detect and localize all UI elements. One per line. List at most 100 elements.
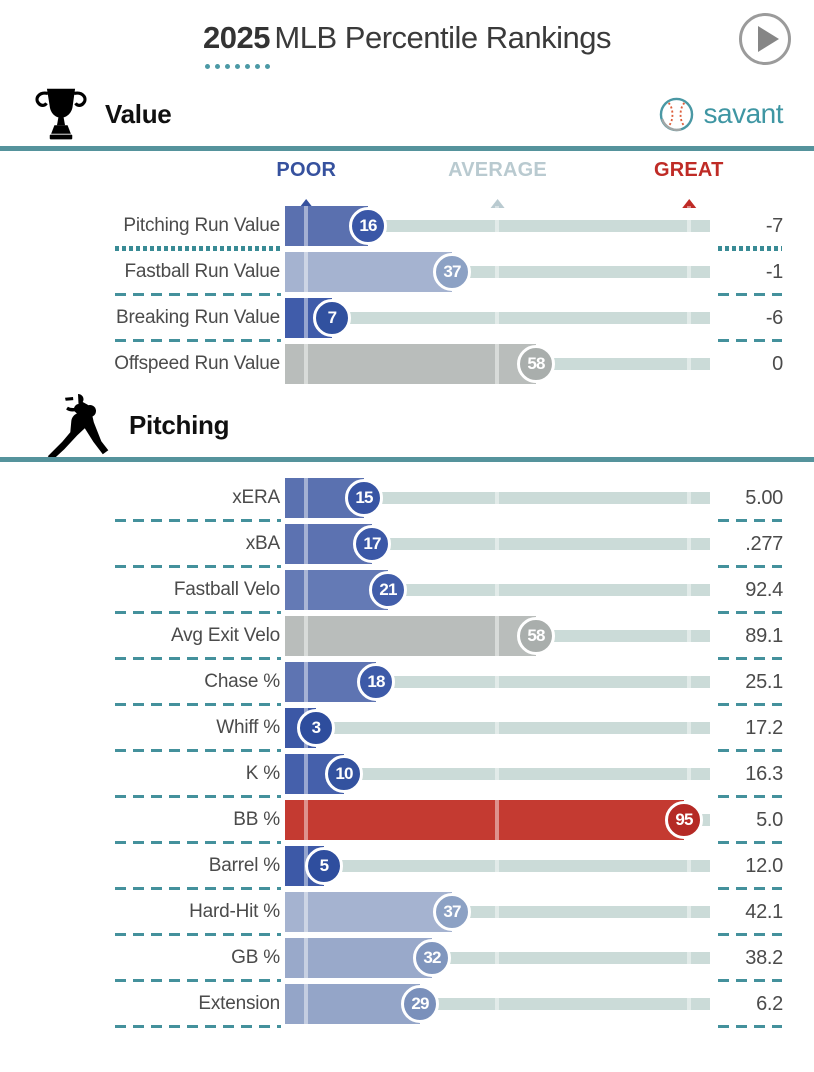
bar-fill xyxy=(285,938,432,978)
great-tick xyxy=(687,662,691,702)
percentile-bubble[interactable]: 32 xyxy=(413,939,451,977)
play-button[interactable] xyxy=(739,13,791,65)
value-section-title: Value xyxy=(105,98,172,129)
metric-row[interactable]: Pitching Run Value 16 -7 xyxy=(31,203,783,251)
percentile-bar[interactable]: 95 xyxy=(285,797,710,843)
bar-track xyxy=(285,492,710,504)
percentile-bubble[interactable]: 29 xyxy=(401,985,439,1023)
percentile-bubble[interactable]: 7 xyxy=(313,299,351,337)
metric-row[interactable]: Fastball Run Value 37 -1 xyxy=(31,249,783,296)
percentile-bar[interactable]: 7 xyxy=(285,295,710,341)
bar-fill xyxy=(285,892,452,932)
section-rule xyxy=(0,146,814,151)
metric-row[interactable]: Avg Exit Velo 58 89.1 xyxy=(31,613,783,660)
percentile-bar[interactable]: 3 xyxy=(285,705,710,751)
poor-tick xyxy=(304,206,308,246)
percentile-bubble[interactable]: 3 xyxy=(297,709,335,747)
average-tick xyxy=(495,570,499,610)
trophy-icon xyxy=(31,84,91,144)
savant-logo[interactable]: savant xyxy=(658,96,783,133)
average-tick xyxy=(495,892,499,932)
percentile-bar[interactable]: 32 xyxy=(285,935,710,981)
section-pitching: Pitching xERA 15 5.00 xBA 17 xyxy=(0,393,814,1028)
metric-label: Fastball Run Value xyxy=(124,261,280,282)
percentile-bubble[interactable]: 10 xyxy=(325,755,363,793)
percentile-bar[interactable]: 10 xyxy=(285,751,710,797)
axis-mark-poor: POOR xyxy=(276,159,336,208)
great-tick xyxy=(687,478,691,518)
metric-row[interactable]: K % 10 16.3 xyxy=(31,751,783,798)
metric-row[interactable]: GB % 32 38.2 xyxy=(31,935,783,982)
great-tick xyxy=(687,252,691,292)
metric-value: 12.0 xyxy=(745,854,783,877)
average-tick xyxy=(495,984,499,1024)
great-tick xyxy=(687,524,691,564)
metric-value: 16.3 xyxy=(745,762,783,785)
metric-row[interactable]: Fastball Velo 21 92.4 xyxy=(31,567,783,614)
percentile-bar[interactable]: 5 xyxy=(285,843,710,889)
average-tick xyxy=(495,206,499,246)
metric-value: 0 xyxy=(772,352,783,375)
average-tick xyxy=(495,344,499,384)
percentile-bubble[interactable]: 58 xyxy=(517,345,555,383)
percentile-bar[interactable]: 29 xyxy=(285,981,710,1027)
metric-label: Offspeed Run Value xyxy=(114,353,280,374)
pitching-rows: xERA 15 5.00 xBA 17 .277 Fastball Ve xyxy=(31,475,783,1028)
percentile-bubble[interactable]: 95 xyxy=(665,801,703,839)
average-tick xyxy=(495,754,499,794)
metric-label: Extension xyxy=(198,993,280,1014)
percentile-bar[interactable]: 15 xyxy=(285,475,710,521)
metric-row[interactable]: Breaking Run Value 7 -6 xyxy=(31,295,783,342)
bar-fill xyxy=(285,800,684,840)
average-tick xyxy=(495,616,499,656)
metric-row[interactable]: Extension 29 6.2 xyxy=(31,981,783,1028)
metric-row[interactable]: Chase % 18 25.1 xyxy=(31,659,783,706)
percentile-bar[interactable]: 17 xyxy=(285,521,710,567)
bar-fill xyxy=(285,252,452,292)
great-tick xyxy=(687,846,691,886)
metric-label: Fastball Velo xyxy=(173,579,280,600)
percentile-bar[interactable]: 21 xyxy=(285,567,710,613)
percentile-bar[interactable]: 18 xyxy=(285,659,710,705)
metric-value: -1 xyxy=(765,260,783,283)
poor-tick xyxy=(304,984,308,1024)
percentile-bubble[interactable]: 18 xyxy=(357,663,395,701)
metric-label: Hard-Hit % xyxy=(189,901,280,922)
percentile-bubble[interactable]: 16 xyxy=(349,207,387,245)
bar-fill xyxy=(285,616,536,656)
metric-row[interactable]: Barrel % 5 12.0 xyxy=(31,843,783,890)
metric-value: 5.0 xyxy=(756,808,783,831)
metric-row[interactable]: BB % 95 5.0 xyxy=(31,797,783,844)
metric-row[interactable]: Whiff % 3 17.2 xyxy=(31,705,783,752)
metric-row[interactable]: Hard-Hit % 37 42.1 xyxy=(31,889,783,936)
poor-tick xyxy=(304,938,308,978)
pitcher-icon xyxy=(31,393,115,457)
percentile-rankings-page: 2025 MLB Percentile Rankings V xyxy=(0,12,814,1028)
metric-row[interactable]: xERA 15 5.00 xyxy=(31,475,783,522)
poor-tick xyxy=(304,662,308,702)
metric-row[interactable]: xBA 17 .277 xyxy=(31,521,783,568)
percentile-bar[interactable]: 37 xyxy=(285,249,710,295)
metric-label: Whiff % xyxy=(216,717,280,738)
percentile-bubble[interactable]: 58 xyxy=(517,617,555,655)
percentile-bar[interactable]: 16 xyxy=(285,203,710,249)
percentile-bar[interactable]: 58 xyxy=(285,341,710,387)
metric-value: .277 xyxy=(745,532,783,555)
bar-track xyxy=(285,860,710,872)
percentile-bar[interactable]: 37 xyxy=(285,889,710,935)
percentile-bubble[interactable]: 5 xyxy=(305,847,343,885)
metric-label: xBA xyxy=(245,533,280,554)
percentile-number: 21 xyxy=(379,580,397,599)
percentile-bubble[interactable]: 17 xyxy=(353,525,391,563)
percentile-number: 5 xyxy=(319,856,329,875)
percentile-bar[interactable]: 58 xyxy=(285,613,710,659)
baseball-icon xyxy=(659,97,693,131)
percentile-bubble[interactable]: 37 xyxy=(433,253,471,291)
poor-tick xyxy=(304,570,308,610)
percentile-number: 32 xyxy=(423,948,441,967)
percentile-bubble[interactable]: 15 xyxy=(345,479,383,517)
metric-row[interactable]: Offspeed Run Value 58 0 xyxy=(31,341,783,387)
percentile-bubble[interactable]: 37 xyxy=(433,893,471,931)
percentile-bubble[interactable]: 21 xyxy=(369,571,407,609)
bar-track xyxy=(285,312,710,324)
